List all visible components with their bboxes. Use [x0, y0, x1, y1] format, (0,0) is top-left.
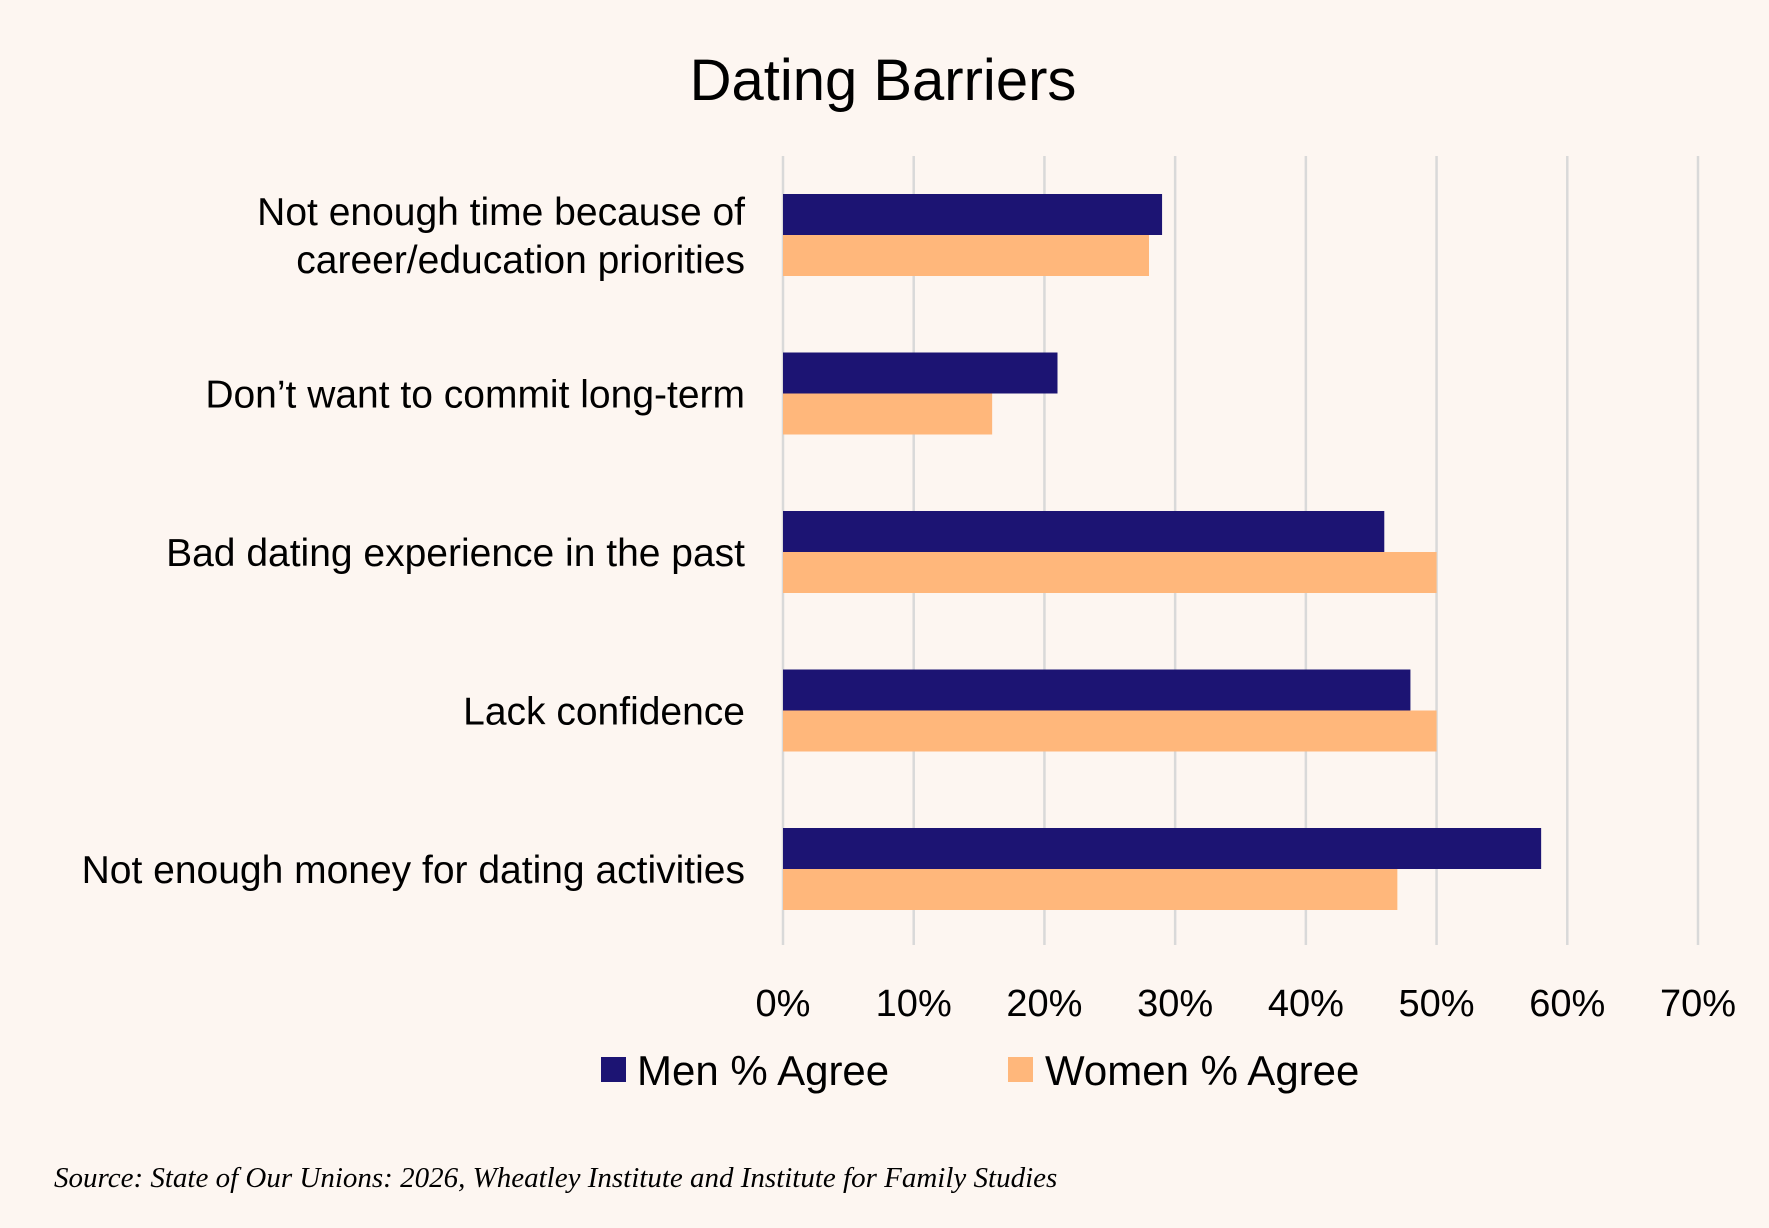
bars — [783, 194, 1542, 910]
x-tick-label: 0% — [756, 983, 811, 1025]
category-label-line: career/education priorities — [296, 239, 745, 282]
legend-label: Men % Agree — [637, 1047, 889, 1094]
category-label-line: Lack confidence — [463, 691, 745, 734]
category-label: Not enough money for dating activities — [82, 849, 745, 892]
bar-women — [783, 869, 1398, 910]
category-label: Not enough time because of career/educati… — [257, 191, 745, 282]
bar-men — [783, 828, 1542, 869]
x-tick-label: 30% — [1137, 983, 1213, 1025]
category-label-line: Not enough money for dating activities — [82, 849, 745, 892]
bar-men — [783, 669, 1411, 711]
legend-swatch — [1008, 1057, 1033, 1082]
category-labels: Not enough time because of career/educati… — [82, 191, 746, 892]
bar-women — [783, 552, 1437, 593]
bar-men — [783, 194, 1163, 235]
bar-men — [783, 352, 1058, 394]
x-tick-label: 20% — [1006, 983, 1082, 1025]
x-tick-label: 50% — [1399, 983, 1475, 1025]
category-label-line: Bad dating experience in the past — [166, 532, 745, 575]
category-label-line: Not enough time because of — [257, 191, 745, 234]
category-label: Don’t want to commit long-term — [205, 374, 745, 417]
x-tick-label: 10% — [876, 983, 952, 1025]
x-tick-label: 70% — [1660, 983, 1736, 1025]
category-label-line: Don’t want to commit long-term — [205, 374, 745, 417]
source-note: Source: State of Our Unions: 2026, Wheat… — [54, 1162, 1057, 1194]
bar-men — [783, 511, 1385, 552]
legend: Men % Agree Women % Agree — [601, 1047, 1359, 1094]
bar-women — [783, 710, 1437, 752]
legend-swatch — [601, 1057, 626, 1082]
bar-women — [783, 235, 1149, 276]
chart-title: Dating Barriers — [690, 48, 1077, 113]
bar-women — [783, 393, 993, 435]
x-axis-tick-labels: 0% 10% 20% 30% 40% 50% 60% 70% — [756, 983, 1736, 1025]
category-label: Bad dating experience in the past — [166, 532, 745, 575]
x-tick-label: 40% — [1268, 983, 1344, 1025]
category-label: Lack confidence — [463, 691, 745, 734]
x-tick-label: 60% — [1529, 983, 1605, 1025]
legend-label: Women % Agree — [1045, 1047, 1359, 1094]
